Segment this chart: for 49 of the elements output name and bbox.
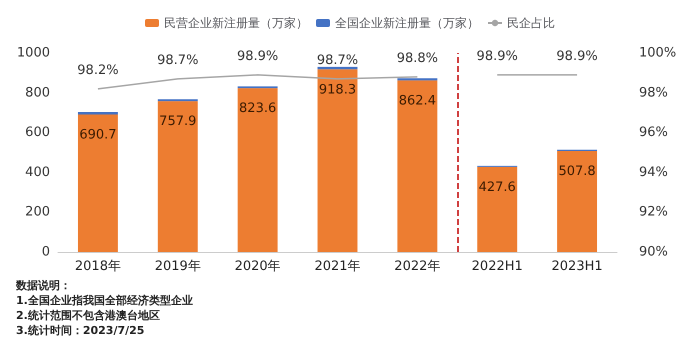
y-tick-label: 800 [25,85,50,100]
text: 3.统计时间：2023/7/25 [16,324,144,337]
y2-tick-label: 98% [639,85,668,100]
legend-label: 民营企业新注册量（万家） [164,16,308,30]
y-tick-label: 600 [25,125,50,140]
data-label: 98.9% [556,48,598,64]
y2-tick-label: 94% [639,164,668,180]
x-tick-label: 2019年 [154,259,201,274]
text: 数据说明： [15,279,71,292]
data-label: 98.7% [316,52,358,68]
data-label: 98.9% [236,48,278,64]
x-tick-label: 2022年 [394,259,440,274]
data-label: 507.8 [558,164,596,179]
bar [557,150,598,252]
bar [158,101,198,252]
y2-tick-label: 96% [639,125,668,140]
data-label: 690.7 [79,128,117,143]
data-label: 427.6 [478,180,516,195]
data-label: 98.9% [476,48,518,64]
y2-tick-label: 100% [639,46,676,60]
bar [477,166,518,252]
legend-label: 民企占比 [507,16,555,30]
text: 2.统计范围不包含港澳台地区 [16,309,160,322]
data-label: 98.2% [77,62,119,78]
x-tick-label: 2020年 [234,259,281,274]
y-tick-label: 0 [42,244,50,260]
data-label: 918.3 [318,82,356,98]
x-tick-label: 2023H1 [552,259,603,274]
legend-label: 全国企业新注册量（万家） [335,16,479,30]
y2-tick-label: 90% [639,244,668,260]
bar [238,88,278,252]
x-tick-label: 2021年 [314,259,361,274]
bar [78,114,118,252]
data-label: 98.7% [157,52,198,68]
data-label: 757.9 [159,114,196,130]
bar [318,66,358,70]
data-label: 862.4 [398,93,436,108]
bar [397,80,438,252]
y2-tick-label: 92% [639,204,668,220]
data-label: 823.6 [239,101,276,116]
y-tick-label: 400 [25,164,50,180]
bar [318,69,358,252]
x-tick-label: 2022H1 [472,259,523,274]
y-tick-label: 200 [25,204,50,220]
y-tick-label: 1000 [16,46,50,60]
data-label: 98.8% [396,50,438,66]
text: 1.全国企业指我国全部经济类型企业 [16,294,193,307]
bar [78,112,118,115]
x-tick-label: 2018年 [74,259,121,274]
